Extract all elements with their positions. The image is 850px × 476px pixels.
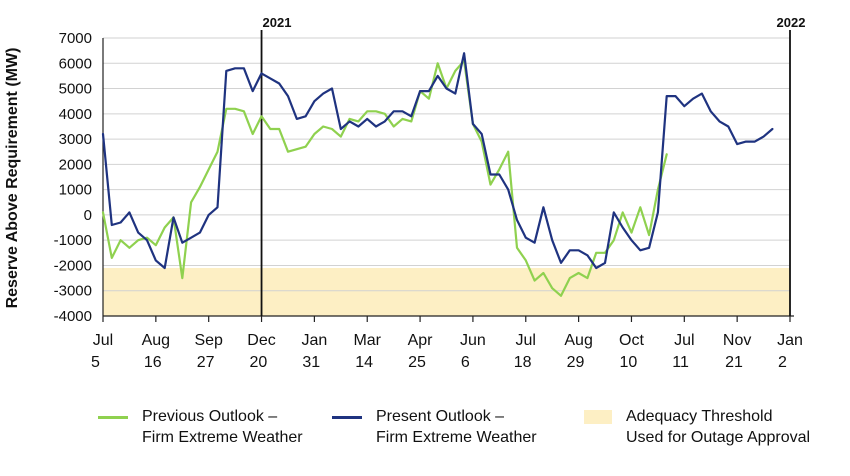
legend-item-present-outlook: Present Outlook – Firm Extreme Weather (332, 406, 537, 448)
x-tick-label-day: 25 (408, 354, 426, 371)
y-tick-label: 2000 (59, 156, 92, 173)
y-axis-label: Reserve Above Requirement (MW) (4, 48, 21, 309)
x-tick-label-month: Nov (723, 332, 751, 349)
x-tick-label-day: 18 (514, 354, 532, 371)
legend: Previous Outlook – Firm Extreme Weather … (0, 406, 850, 466)
threshold-band (103, 267, 790, 316)
y-tick-label: -3000 (54, 283, 92, 300)
y-tick-label: -2000 (54, 257, 92, 274)
series-line-present-outlook (101, 52, 774, 270)
y-tick-label: 6000 (59, 55, 92, 72)
x-tick-label-day: 14 (355, 354, 373, 371)
legend-label-previous-line2: Firm Extreme Weather (142, 429, 303, 446)
year-label: 2021 (263, 15, 292, 30)
y-tick-label: 1000 (59, 182, 92, 199)
y-tick-label: 7000 (59, 30, 92, 47)
y-tick-label: 4000 (59, 106, 92, 123)
x-tick-label-month: Sep (194, 332, 223, 349)
x-tick-label-day: 29 (567, 354, 585, 371)
legend-label-threshold: Adequacy Threshold Used for Outage Appro… (626, 406, 810, 448)
x-tick-label-day: 21 (725, 354, 743, 371)
x-tick-label-month: Jun (460, 332, 486, 349)
x-tick-label-day: 20 (250, 354, 268, 371)
threshold-band-layer (103, 267, 790, 316)
x-tick-label-month: Jan (777, 332, 803, 349)
legend-label-threshold-line1: Adequacy Threshold (626, 408, 773, 425)
x-tick-label-day: 11 (672, 354, 689, 371)
legend-label-threshold-line2: Used for Outage Approval (626, 429, 811, 446)
x-tick-label-day: 10 (619, 354, 637, 371)
year-label: 2022 (777, 15, 806, 30)
series-layer (101, 52, 774, 297)
x-tick-label-month: Jul (674, 332, 694, 349)
legend-swatch-threshold (584, 410, 612, 424)
x-tick-label-month: Jul (93, 332, 113, 349)
legend-label-present-line1: Present Outlook – (376, 408, 505, 425)
legend-label-present-line2: Firm Extreme Weather (376, 429, 537, 446)
legend-item-previous-outlook: Previous Outlook – Firm Extreme Weather (98, 406, 303, 448)
series-line-previous-outlook (101, 59, 668, 297)
x-tick-label-month: Jul (516, 332, 536, 349)
x-tick-label-day: 2 (778, 354, 787, 371)
axis-layer (102, 30, 794, 322)
legend-swatch-previous (98, 416, 128, 419)
legend-swatch-present (332, 416, 362, 419)
legend-label-previous-line1: Previous Outlook – (142, 408, 278, 425)
tick-label-layer: 7000 6000 5000 4000 3000 2000 1000 0 -1000 -2000 -… (54, 15, 806, 371)
line-chart: 7000 6000 5000 4000 3000 2000 1000 0 -1000 -2000 -… (4, 15, 806, 371)
x-tick-label-day: 27 (197, 354, 215, 371)
x-tick-label-month: Jan (301, 332, 327, 349)
x-tick-label-month: Aug (564, 332, 592, 349)
legend-label-present: Present Outlook – Firm Extreme Weather (376, 406, 537, 448)
y-tick-label: 0 (84, 207, 92, 224)
x-tick-label-month: Oct (619, 332, 644, 349)
x-tick-label-month: Aug (142, 332, 170, 349)
y-tick-label: -4000 (54, 308, 92, 325)
x-tick-label-day: 5 (91, 354, 100, 371)
legend-item-adequacy-threshold: Adequacy Threshold Used for Outage Appro… (584, 406, 810, 448)
x-tick-label-day: 31 (302, 354, 320, 371)
x-tick-label-day: 6 (461, 354, 470, 371)
y-tick-label: 5000 (59, 81, 92, 98)
y-tick-label: 3000 (59, 131, 92, 148)
legend-label-previous: Previous Outlook – Firm Extreme Weather (142, 406, 303, 448)
x-tick-label-month: Mar (353, 332, 381, 349)
x-tick-label-day: 16 (144, 354, 162, 371)
x-tick-label-month: Dec (247, 332, 275, 349)
x-tick-label-month: Apr (408, 332, 434, 349)
y-tick-label: -1000 (54, 232, 92, 249)
